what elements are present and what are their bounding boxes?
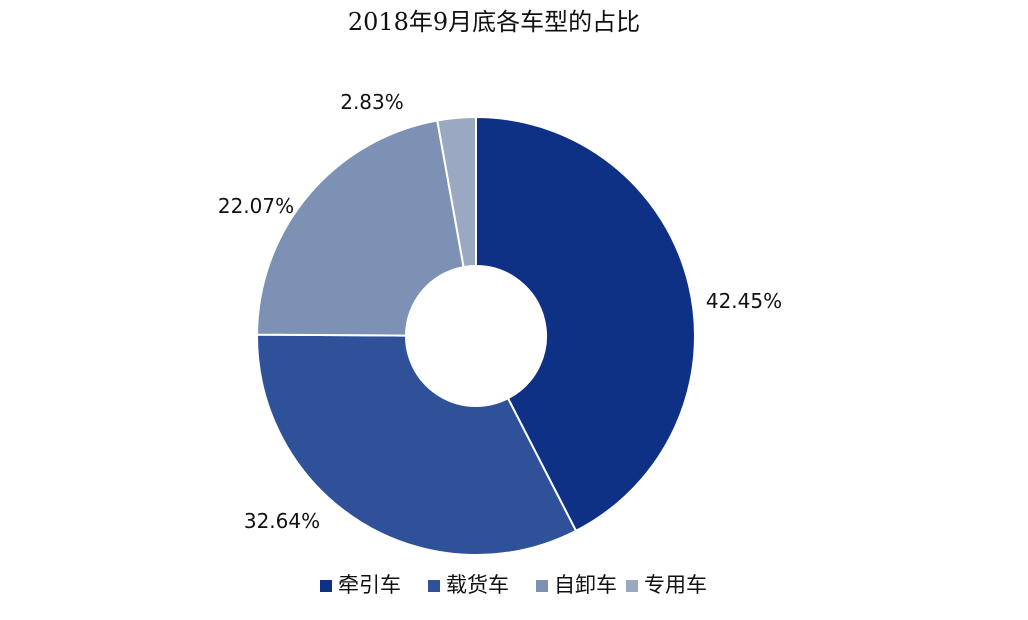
donut-slice-3 — [255, 119, 465, 337]
legend: 牵引车 载货车 自卸车 专用车 — [320, 573, 707, 597]
legend-swatch-2 — [428, 580, 440, 592]
donut-slice-1 — [475, 115, 696, 533]
legend-label-1: 牵引车 — [338, 573, 401, 597]
data-labels-group: 42.45% 32.64% 22.07% 2.83% — [218, 90, 782, 533]
data-label-2: 32.64% — [244, 509, 320, 533]
legend-swatch-1 — [320, 580, 332, 592]
legend-swatch-3 — [536, 580, 548, 592]
legend-label-3: 自卸车 — [554, 573, 617, 597]
chart-title: 2018年9月底各车型的占比 — [348, 8, 640, 36]
donut-slice-4 — [436, 115, 477, 269]
data-label-3: 22.07% — [218, 194, 294, 218]
slices-group — [255, 115, 696, 556]
data-label-1: 42.45% — [706, 289, 782, 313]
data-label-4: 2.83% — [340, 90, 404, 114]
legend-label-2: 载货车 — [446, 573, 509, 597]
legend-swatch-4 — [626, 580, 638, 592]
donut-slice-2 — [256, 333, 578, 556]
legend-label-4: 专用车 — [644, 573, 707, 597]
